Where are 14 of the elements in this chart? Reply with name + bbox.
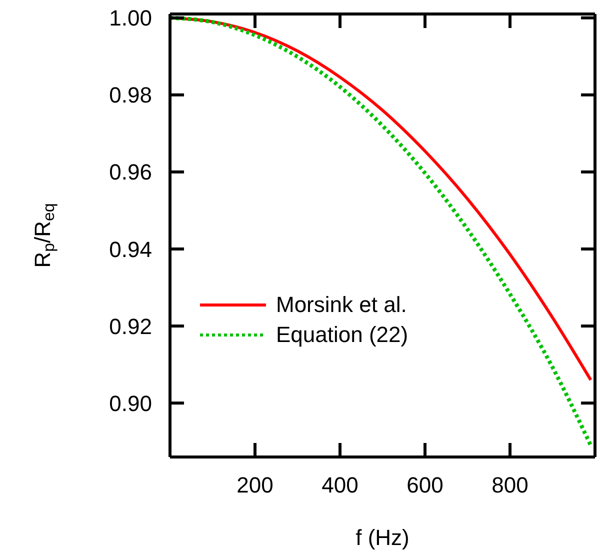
- y-tick-label: 0.94: [109, 236, 152, 262]
- legend-label: Equation (22): [276, 322, 408, 348]
- y-tick-label: 0.96: [109, 160, 152, 185]
- y-tick-label: 0.98: [109, 82, 152, 108]
- x-axis-title: f (Hz): [356, 525, 410, 550]
- x-tick-label: 800: [492, 472, 528, 498]
- y-tick-label: 1.00: [109, 6, 152, 31]
- x-tick-label: 600: [406, 472, 444, 498]
- x-tick-label: 400: [322, 472, 358, 498]
- y-tick-label: 0.90: [109, 390, 152, 416]
- x-tick-label: 200: [236, 472, 274, 498]
- line-series: [170, 16, 593, 448]
- legend-label: Morsink et al.: [276, 292, 407, 318]
- y-tick-label: 0.92: [109, 314, 152, 339]
